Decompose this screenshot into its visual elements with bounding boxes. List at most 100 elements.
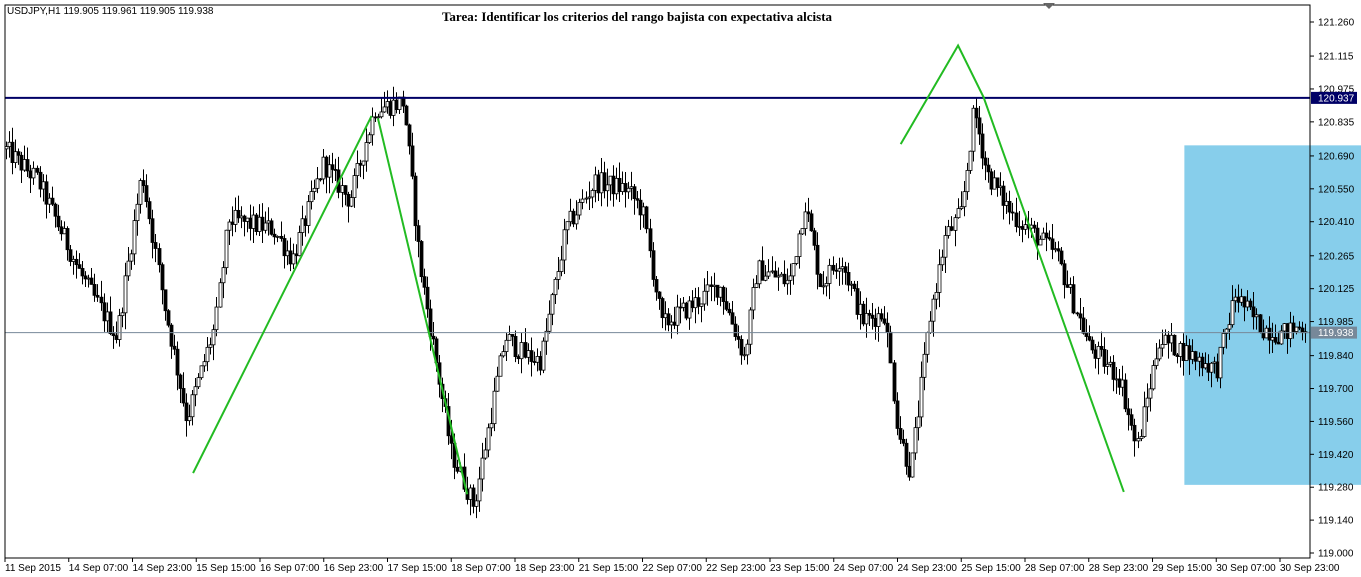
- candle-body: [782, 273, 787, 285]
- candle-body: [949, 226, 954, 231]
- candle-body: [1087, 336, 1092, 341]
- candle-body: [80, 267, 85, 277]
- candle-body: [28, 170, 33, 179]
- candle-body: [696, 297, 701, 307]
- candle-body: [1245, 300, 1250, 308]
- candle-body: [251, 214, 256, 229]
- candle-body: [233, 209, 238, 225]
- trend-line[interactable]: [192, 115, 373, 474]
- candle-body: [19, 154, 24, 171]
- x-tick-label: 22 Sep 07:00: [643, 563, 703, 574]
- candle-body: [65, 228, 70, 251]
- candle-body: [102, 302, 107, 322]
- candle-body: [105, 311, 110, 322]
- candle-body: [623, 183, 628, 193]
- candle-body: [1285, 323, 1290, 339]
- x-tick-label: 29 Sep 15:00: [1153, 563, 1213, 574]
- y-tick-label: 120.975: [1318, 84, 1355, 95]
- candle-body: [629, 186, 634, 189]
- candle-body: [925, 332, 930, 355]
- trend-line[interactable]: [899, 43, 1125, 493]
- candle-body: [309, 191, 314, 203]
- candle-body: [672, 321, 677, 326]
- x-tick-label: 11 Sep 2015: [5, 563, 61, 574]
- candle-body: [1111, 361, 1116, 380]
- candle-body: [358, 163, 363, 166]
- candle-body: [907, 465, 912, 478]
- candle-body: [651, 250, 656, 280]
- candle-body: [611, 175, 616, 195]
- candle-body: [1035, 227, 1040, 246]
- candle-body: [1126, 408, 1131, 416]
- candle-body: [815, 244, 820, 275]
- candle-body: [1084, 332, 1089, 337]
- candle-body: [687, 300, 692, 319]
- candle-body: [221, 267, 226, 284]
- candle-body: [526, 350, 531, 358]
- current-price-badge: [1311, 326, 1357, 339]
- candle-body: [397, 96, 402, 111]
- candle-body: [760, 260, 765, 281]
- x-tick-label: 23 Sep 15:00: [770, 563, 830, 574]
- candle-body: [1224, 328, 1229, 334]
- candle-body: [532, 361, 537, 363]
- candle-body: [812, 230, 817, 246]
- candle-body: [1291, 322, 1296, 332]
- candle-body: [556, 271, 561, 280]
- candle-body: [1184, 345, 1189, 361]
- range-rectangle[interactable]: [1184, 145, 1361, 485]
- candle-body: [766, 271, 771, 277]
- candle-body: [202, 361, 207, 367]
- x-tick-label: 25 Sep 15:00: [961, 563, 1021, 574]
- candle-body: [205, 346, 210, 363]
- candle-body: [1065, 284, 1070, 288]
- candle-body: [519, 342, 524, 360]
- candle-body: [892, 362, 897, 402]
- candle-body: [1075, 312, 1080, 315]
- candle-body: [1242, 296, 1247, 308]
- candle-body: [669, 321, 674, 326]
- candle-body: [218, 282, 223, 308]
- candle-body: [940, 256, 945, 266]
- candle-body: [50, 197, 55, 205]
- candle-body: [779, 273, 784, 277]
- candle-body: [10, 141, 15, 164]
- candle-body: [626, 187, 631, 193]
- candle-body: [89, 277, 94, 285]
- candle-body: [855, 288, 860, 315]
- candle-body: [1212, 361, 1217, 364]
- candle-body: [910, 452, 915, 478]
- candle-body: [1010, 211, 1015, 214]
- candle-body: [22, 159, 27, 171]
- candle-body: [391, 99, 396, 116]
- candle-body: [675, 306, 680, 326]
- candle-body: [254, 214, 259, 232]
- candle-body: [248, 217, 253, 229]
- candle-body: [1081, 317, 1086, 334]
- candle-body: [1288, 322, 1293, 339]
- candle-body: [693, 297, 698, 309]
- candle-body: [1248, 300, 1253, 308]
- candle-body: [193, 386, 198, 396]
- candle-body: [791, 263, 796, 277]
- candle-body: [141, 180, 146, 186]
- candle-body: [1215, 361, 1220, 379]
- candle-body: [1071, 284, 1076, 314]
- shift-marker-icon[interactable]: [1043, 3, 1055, 9]
- candle-body: [730, 312, 735, 325]
- x-tick-label: 16 Sep 07:00: [260, 563, 320, 574]
- candle-body: [38, 171, 43, 190]
- candle-body: [291, 253, 296, 265]
- trend-line[interactable]: [376, 118, 469, 495]
- candle-body: [181, 388, 186, 404]
- candle-body: [1203, 363, 1208, 369]
- candle-body: [596, 174, 601, 194]
- candle-body: [199, 365, 204, 379]
- candle-body: [620, 183, 625, 192]
- candle-body: [275, 235, 280, 238]
- candle-body: [1062, 263, 1067, 286]
- candle-body: [736, 336, 741, 340]
- candle-body: [1163, 334, 1168, 345]
